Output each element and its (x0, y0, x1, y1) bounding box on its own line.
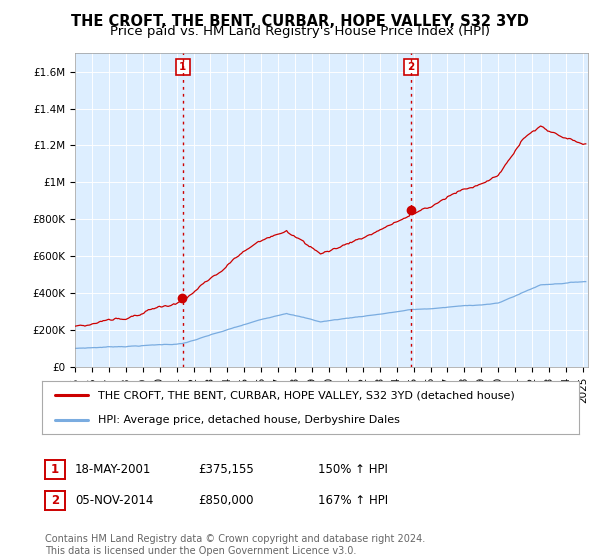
Text: 2: 2 (51, 494, 59, 507)
Text: THE CROFT, THE BENT, CURBAR, HOPE VALLEY, S32 3YD: THE CROFT, THE BENT, CURBAR, HOPE VALLEY… (71, 14, 529, 29)
Text: THE CROFT, THE BENT, CURBAR, HOPE VALLEY, S32 3YD (detached house): THE CROFT, THE BENT, CURBAR, HOPE VALLEY… (98, 390, 515, 400)
Text: 1: 1 (179, 62, 187, 72)
Text: 150% ↑ HPI: 150% ↑ HPI (318, 463, 388, 476)
Text: 05-NOV-2014: 05-NOV-2014 (75, 493, 154, 507)
Text: 18-MAY-2001: 18-MAY-2001 (75, 463, 151, 476)
Text: Contains HM Land Registry data © Crown copyright and database right 2024.
This d: Contains HM Land Registry data © Crown c… (45, 534, 425, 556)
Text: 167% ↑ HPI: 167% ↑ HPI (318, 493, 388, 507)
Text: £850,000: £850,000 (198, 493, 254, 507)
Text: 2: 2 (407, 62, 415, 72)
Text: Price paid vs. HM Land Registry's House Price Index (HPI): Price paid vs. HM Land Registry's House … (110, 25, 490, 38)
Text: HPI: Average price, detached house, Derbyshire Dales: HPI: Average price, detached house, Derb… (98, 414, 400, 424)
Text: £375,155: £375,155 (198, 463, 254, 476)
Text: 1: 1 (51, 463, 59, 476)
